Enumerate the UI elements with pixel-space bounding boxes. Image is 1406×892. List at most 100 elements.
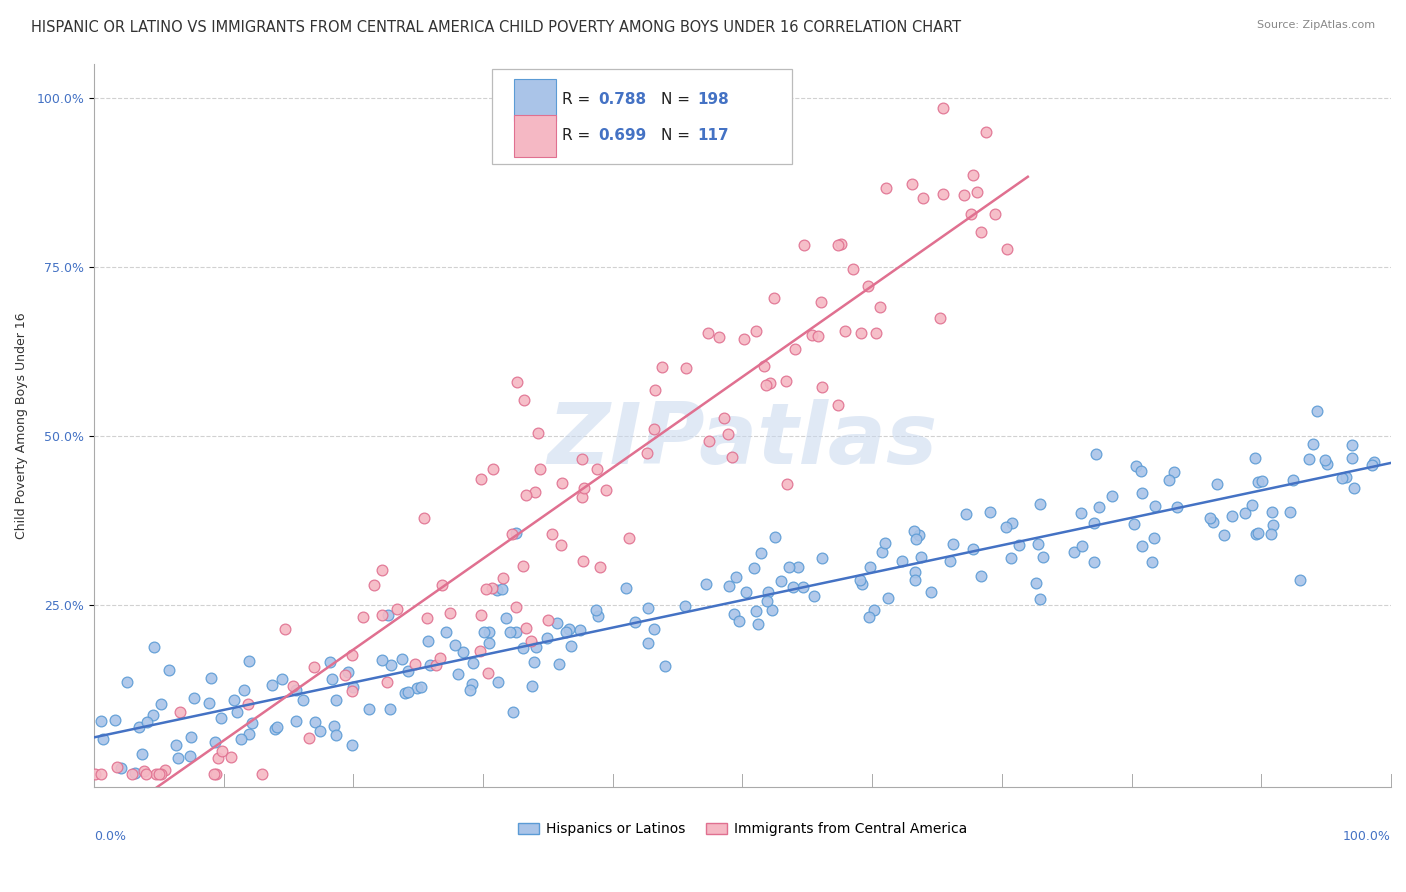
Point (270, 673, 292, 687)
Point (512, 641, 534, 656)
Point (745, 324, 768, 338)
Point (1250, 475, 1272, 489)
Point (430, 578, 453, 592)
Point (783, 342, 806, 356)
Point (222, 693, 245, 707)
Point (624, 615, 647, 629)
Point (1340, 451, 1362, 466)
Point (952, 188, 974, 202)
Point (775, 374, 797, 388)
Point (1331, 471, 1354, 485)
Point (342, 680, 364, 694)
Point (904, 565, 927, 579)
Point (209, 711, 232, 725)
Point (1157, 473, 1180, 487)
Point (478, 636, 501, 650)
Point (551, 476, 574, 491)
Point (472, 625, 495, 640)
Point (1298, 452, 1320, 467)
Point (782, 580, 804, 594)
Point (735, 584, 758, 599)
Point (1336, 470, 1358, 484)
Point (409, 681, 432, 695)
Point (412, 511, 434, 525)
Point (1244, 527, 1267, 541)
Point (1143, 499, 1166, 513)
Point (769, 574, 792, 588)
Point (238, 697, 260, 711)
Point (363, 578, 385, 592)
Point (873, 536, 896, 550)
Point (233, 682, 256, 697)
Point (792, 580, 814, 594)
Point (292, 692, 315, 706)
Point (695, 576, 717, 591)
Point (319, 656, 342, 670)
Point (800, 328, 823, 343)
Point (499, 624, 522, 639)
Point (1306, 404, 1329, 418)
Point (904, 532, 927, 546)
Point (755, 594, 778, 608)
Point (1032, 550, 1054, 565)
Point (298, 731, 321, 746)
Point (942, 537, 965, 551)
Point (1243, 450, 1265, 465)
Point (962, 541, 984, 556)
Point (955, 507, 977, 521)
Point (385, 602, 408, 616)
Text: ZIPatlas: ZIPatlas (547, 399, 938, 482)
Point (406, 681, 429, 695)
Point (636, 446, 658, 460)
Point (755, 377, 778, 392)
Point (856, 279, 879, 293)
Point (1130, 540, 1153, 554)
Point (1313, 453, 1336, 467)
Point (960, 207, 983, 221)
Point (1220, 509, 1243, 524)
Point (1029, 592, 1052, 607)
Point (536, 631, 558, 645)
Point (167, 751, 190, 765)
Point (1083, 516, 1105, 531)
Point (512, 559, 534, 574)
Point (274, 622, 297, 636)
Point (1288, 573, 1310, 587)
Point (515, 621, 537, 635)
Point (322, 719, 344, 733)
Point (643, 422, 665, 436)
Point (380, 658, 402, 673)
Text: HISPANIC OR LATINO VS IMMIGRANTS FROM CENTRAL AMERICA CHILD POVERTY AMONG BOYS U: HISPANIC OR LATINO VS IMMIGRANTS FROM CE… (31, 20, 962, 35)
Point (197, 696, 219, 710)
Point (225, 705, 247, 719)
Point (707, 330, 730, 344)
Point (830, 237, 852, 252)
Point (1278, 505, 1301, 519)
Point (1000, 551, 1022, 566)
Point (1361, 458, 1384, 473)
Point (371, 607, 394, 622)
Point (391, 652, 413, 666)
Point (585, 603, 607, 617)
Point (378, 702, 401, 716)
Point (834, 324, 856, 338)
Point (418, 633, 440, 648)
Point (842, 261, 865, 276)
Point (723, 607, 745, 621)
Point (733, 333, 755, 347)
Point (758, 584, 780, 599)
Point (1101, 489, 1123, 503)
Point (527, 425, 550, 440)
Point (491, 582, 513, 597)
Point (1088, 500, 1111, 514)
Point (675, 599, 697, 613)
Point (1206, 477, 1229, 491)
Point (132, 764, 155, 779)
Point (554, 624, 576, 639)
Point (1213, 528, 1236, 542)
Point (520, 679, 543, 693)
Point (1343, 481, 1365, 495)
Point (416, 611, 439, 625)
Text: 198: 198 (697, 93, 728, 107)
Point (502, 705, 524, 719)
